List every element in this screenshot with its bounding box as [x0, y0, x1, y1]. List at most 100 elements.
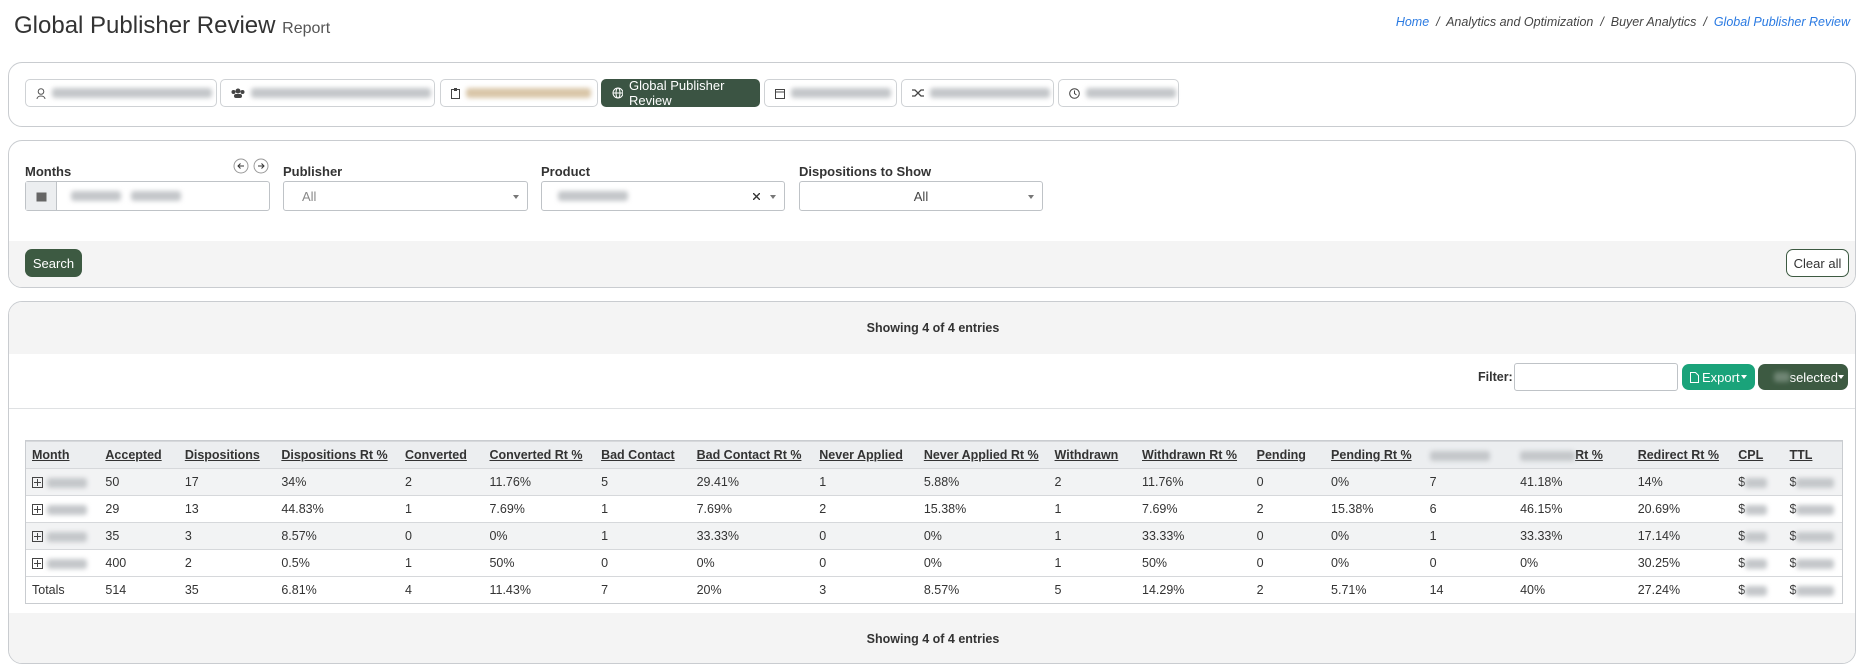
table-cell: 7 — [595, 576, 691, 603]
column-header[interactable] — [1423, 441, 1515, 469]
column-header[interactable]: Never Applied Rt % — [917, 441, 1049, 469]
breadcrumb-item[interactable]: Analytics and Optimization — [1446, 15, 1594, 29]
table-cell: 29 — [99, 495, 179, 523]
column-header[interactable]: Month — [26, 441, 100, 469]
month-nav[interactable] — [233, 158, 273, 174]
column-header[interactable]: Bad Contact Rt % — [690, 441, 814, 469]
tab-active[interactable]: Global Publisher Review — [601, 78, 760, 108]
expand-icon[interactable] — [32, 531, 43, 543]
column-header[interactable]: Accepted — [99, 441, 179, 469]
tab[interactable] — [764, 79, 897, 107]
cell-text: 6 — [1429, 502, 1437, 516]
filter-label: Publisher — [283, 164, 343, 179]
column-header[interactable]: Redirect Rt % — [1631, 441, 1733, 469]
clear-icon[interactable] — [753, 193, 760, 200]
table-cell: 40% — [1514, 576, 1632, 603]
cell-text: 5.71% — [1331, 583, 1367, 597]
tab[interactable] — [220, 79, 435, 107]
data-table: Month Accepted Dispositions Dispositions Rt… — [26, 441, 1842, 603]
filter-input[interactable] — [1514, 363, 1678, 391]
column-header[interactable]: Rt % — [1514, 441, 1632, 469]
cell-text: 15.38% — [1331, 502, 1374, 516]
blurred-text — [47, 531, 87, 542]
filter-label: Months — [25, 164, 72, 179]
column-header[interactable]: Converted — [399, 441, 484, 469]
column-header[interactable]: Bad Contact — [595, 441, 691, 469]
column-header[interactable]: CPL — [1732, 441, 1784, 469]
export-button[interactable]: Export — [1682, 364, 1755, 390]
icon — [1069, 87, 1080, 99]
table-cell: 6 — [1423, 495, 1515, 523]
blurred-text — [791, 88, 891, 98]
column-header[interactable]: Never Applied — [813, 441, 918, 469]
product-select[interactable] — [541, 181, 785, 211]
cell-text: 3 — [184, 529, 192, 543]
cell-text: 1 — [601, 502, 609, 516]
table-cell: 41.18% — [1514, 468, 1632, 496]
tab[interactable] — [440, 79, 598, 107]
column-header[interactable]: Pending Rt % — [1325, 441, 1424, 469]
expand-icon[interactable] — [32, 504, 43, 516]
cell-text: 7.69% — [696, 502, 733, 516]
blurred-text — [466, 88, 591, 98]
tab[interactable] — [901, 79, 1054, 107]
table-cell: 0% — [1325, 549, 1424, 577]
table-cell: 2 — [1250, 576, 1326, 603]
table-cell: 7 — [1423, 468, 1515, 496]
table-cell: 11.76% — [1136, 468, 1251, 496]
cell-text: 27.24% — [1637, 583, 1681, 597]
tab[interactable] — [1058, 79, 1179, 107]
blurred-text — [1745, 558, 1768, 569]
caret — [513, 195, 519, 199]
cell-text: 5 — [1054, 583, 1062, 597]
cell-text: 0% — [696, 556, 715, 570]
cell-text: 2 — [1256, 583, 1264, 597]
publisher-select[interactable]: All — [283, 181, 528, 211]
cell-text: 17.14% — [1637, 529, 1681, 543]
subtitle: Report — [282, 20, 331, 37]
breadcrumb-link[interactable]: Home — [1395, 15, 1430, 29]
table-cell: 15.38% — [1325, 495, 1424, 523]
cell-text: 33.33% — [1142, 529, 1185, 543]
column-header[interactable]: Dispositions — [178, 441, 276, 469]
table-row: 50 17 34% 2 11.76% 5 29.41% 1 5.88% 2 11.76% 0 0% 7 41… — [26, 468, 1842, 496]
column-header[interactable]: Withdrawn — [1048, 441, 1137, 469]
cell-text: 7 — [1429, 475, 1437, 489]
breadcrumb-item[interactable]: Buyer Analytics — [1610, 15, 1697, 29]
icon — [612, 87, 624, 99]
column-header[interactable]: TTL — [1783, 441, 1842, 469]
header-row: Month Accepted Dispositions Dispositions Rt… — [26, 441, 1842, 469]
table-cell: 14 — [1423, 576, 1515, 603]
dispositions-select[interactable]: All — [799, 181, 1043, 211]
expand-icon[interactable] — [32, 477, 43, 489]
cell-text: 30.25% — [1637, 556, 1681, 570]
blurred-text — [131, 191, 181, 201]
cell-text: 41.18% — [1520, 475, 1563, 489]
header-label: Never Applied Rt % — [923, 448, 1039, 462]
cell-text: 0% — [1520, 556, 1539, 570]
header-label: Redirect Rt % — [1637, 448, 1719, 462]
selected-button[interactable]: selected — [1758, 364, 1848, 390]
clear-button[interactable]: Clear all — [1786, 249, 1849, 277]
cell-text: 7 — [601, 583, 609, 597]
cell-text: 1 — [405, 556, 412, 570]
filter-label: Dispositions to Show — [799, 164, 932, 179]
header-label: Accepted — [105, 448, 162, 462]
blurred-text — [251, 88, 431, 98]
column-header[interactable]: Withdrawn Rt % — [1136, 441, 1251, 469]
tab[interactable] — [25, 79, 217, 107]
cell-text: 1 — [1054, 556, 1062, 570]
column-header[interactable]: Converted Rt % — [483, 441, 596, 469]
table-cell: 44.83% — [275, 495, 400, 523]
column-header[interactable]: Dispositions Rt % — [275, 441, 400, 469]
expand-icon[interactable] — [32, 558, 43, 570]
blurred-text — [1745, 477, 1768, 488]
months-input[interactable] — [25, 181, 270, 211]
cell-text: 50 — [105, 475, 120, 489]
column-header[interactable]: Pending — [1250, 441, 1326, 469]
table-cell: $ — [1783, 549, 1842, 577]
cell-text: 14.29% — [1142, 583, 1185, 597]
cell-text: 7.69% — [489, 502, 525, 516]
search-button[interactable]: Search — [25, 249, 82, 277]
cell-text: 514 — [105, 583, 127, 597]
